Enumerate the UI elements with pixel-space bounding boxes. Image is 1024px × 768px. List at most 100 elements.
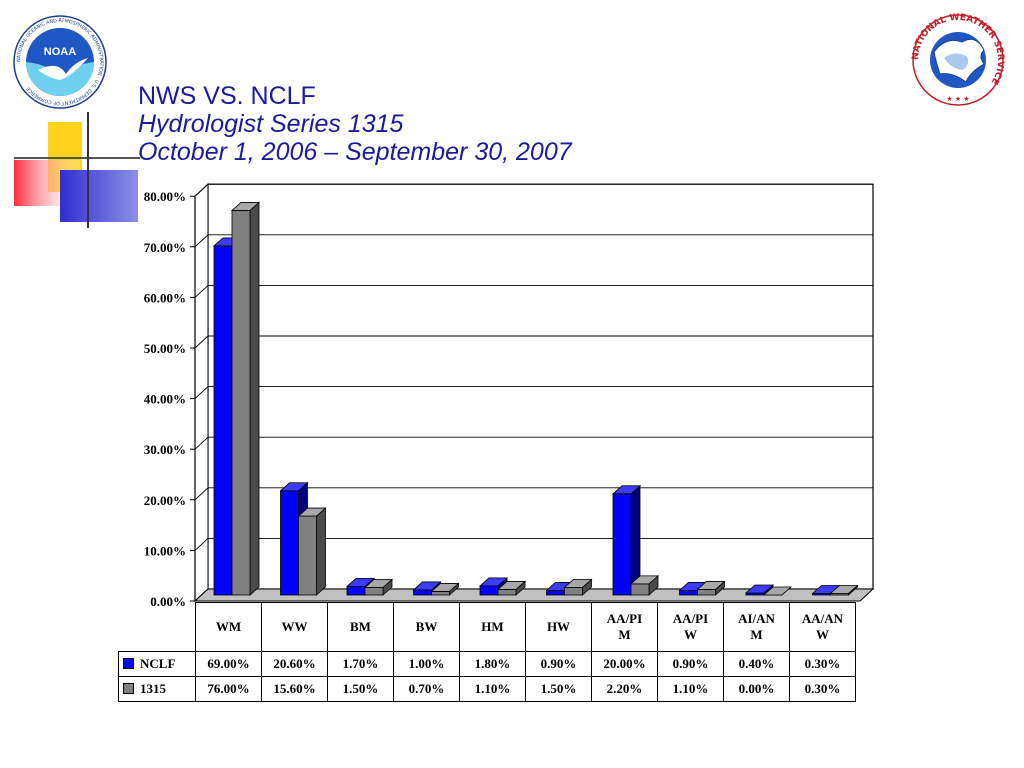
table-value-cell: 1.80%	[459, 651, 526, 677]
table-header-row: WM WW BM BW HM HW AA/PI M AA/PI W AI/AN M AA/AN W	[119, 602, 856, 652]
table-value-cell: 0.70%	[393, 676, 460, 702]
category-label-part: AA/PI	[606, 611, 643, 626]
bar-nclf-bw	[413, 589, 432, 596]
y-tick-label: 40.00%	[144, 392, 186, 407]
category-label-part: BW	[415, 619, 438, 634]
y-tick-label: 30.00%	[144, 442, 186, 457]
y-tick-label: 70.00%	[144, 240, 186, 255]
category-label-part: W	[684, 627, 697, 642]
table-category-header: WW	[261, 602, 328, 652]
table-value-cell: 1.00%	[393, 651, 460, 677]
legend-label-1315: 1315	[140, 681, 166, 696]
y-tick-label: 10.00%	[144, 543, 186, 558]
bar-nclf-ww-top	[279, 482, 309, 492]
bar-1315-hw	[564, 587, 583, 596]
blue-block	[60, 170, 138, 222]
bar-1315-aa-pim-top	[629, 575, 660, 585]
bar-nclf-aa-piw	[679, 590, 698, 596]
y-tick-label: 50.00%	[144, 341, 186, 356]
table-value-cell: 15.60%	[261, 676, 328, 702]
bar-nclf-ai-anm-top	[744, 584, 775, 594]
category-label-part: AI/AN	[738, 611, 775, 626]
category-label-part: M	[618, 627, 631, 642]
category-label-part: WW	[281, 619, 308, 634]
gridline	[194, 487, 873, 501]
bar-1315-ww-top	[297, 507, 327, 517]
table-row-1315: 1315 76.00% 15.60% 1.50% 0.70% 1.10% 1.50% 2.2…	[118, 676, 856, 702]
table-row-nclf: NCLF 69.00% 20.60% 1.70% 1.00% 1.80% 0.90% 20.…	[118, 651, 856, 677]
table-value-cell: 1.50%	[525, 676, 592, 702]
table-value-cell: 1.10%	[459, 676, 526, 702]
table-category-header: HM	[459, 602, 526, 652]
gridline	[194, 284, 873, 298]
category-label-part: WM	[215, 619, 242, 634]
table-value-cell: 76.00%	[195, 676, 262, 702]
table-value-cell: 20.60%	[261, 651, 328, 677]
bar-1315-bm	[364, 587, 384, 596]
slide-title: NWS VS. NCLF Hydrologist Series 1315 Oct…	[138, 82, 572, 166]
y-tick-label: 20.00%	[144, 493, 186, 508]
table-category-header: AI/AN M	[723, 602, 790, 652]
bar-nclf-aa-pim	[612, 493, 632, 596]
table-value-cell: 0.90%	[657, 651, 724, 677]
table-value-cell: 0.40%	[723, 651, 790, 677]
title-line-3: October 1, 2006 – September 30, 2007	[138, 138, 572, 166]
bar-nclf-wm	[213, 245, 233, 596]
legend-nclf: NCLF	[118, 651, 196, 677]
noaa-logo-center: NOAA	[44, 46, 76, 58]
gridline	[194, 335, 873, 349]
bar-nclf-hw	[546, 590, 565, 596]
gridline	[194, 436, 873, 450]
table-value-cell: 0.90%	[525, 651, 592, 677]
table-category-header: AA/PI W	[657, 602, 724, 652]
gridline	[194, 234, 873, 248]
bar-nclf-aa-pim-top	[611, 485, 642, 495]
legend-label-nclf: NCLF	[140, 656, 176, 671]
bar-1315-wm	[231, 210, 251, 596]
table-category-header: AA/PI M	[591, 602, 658, 652]
y-tick-label: 80.00%	[144, 189, 186, 204]
category-label-part: M	[750, 627, 763, 642]
bar-nclf-ww	[280, 490, 299, 596]
bar-1315-aa-piw-top	[696, 581, 726, 590]
nws-logo-stars: ★ ★ ★	[946, 95, 969, 103]
bar-nclf-bm	[346, 585, 366, 596]
category-label-part: HW	[546, 619, 571, 634]
bar-nclf-hm	[479, 585, 499, 596]
bar-nclf-bw-top	[412, 581, 442, 591]
gridline	[194, 537, 873, 551]
bar-1315-hm-top	[496, 581, 527, 590]
table-category-header: WM	[195, 602, 262, 652]
category-label-part: BM	[350, 619, 371, 634]
gridline	[194, 183, 873, 197]
bar-nclf-hm-top	[478, 577, 509, 587]
noaa-logo: NOAA NATIONAL OCEANIC AND ATMOSPHERIC AD…	[13, 15, 107, 109]
bar-1315-ww	[298, 515, 317, 596]
bar-1315-hm	[497, 589, 517, 596]
table-value-cell: 0.00%	[723, 676, 790, 702]
y-tick-label: 0.00%	[150, 594, 186, 609]
title-line-1: NWS VS. NCLF	[138, 82, 316, 110]
bar-1315-aa-pim	[630, 583, 650, 596]
category-label-part: AA/PI	[672, 611, 709, 626]
chart-data-table: WM WW BM BW HM HW AA/PI M AA/PI W AI/AN M AA/AN W NCL…	[118, 602, 856, 702]
table-value-cell: 20.00%	[591, 651, 658, 677]
category-label-part: AA/AN	[801, 611, 844, 626]
bar-1315-hw-top	[563, 579, 593, 588]
bar-nclf-bm-top	[345, 577, 376, 587]
bar-1315-ai-anm-top	[762, 586, 793, 596]
bar-1315-aa-anw-top	[829, 585, 859, 594]
legend-1315: 1315	[118, 676, 196, 702]
bar-1315-bm-top	[363, 579, 394, 588]
table-category-header: BM	[327, 602, 394, 652]
table-value-cell: 0.30%	[789, 676, 856, 702]
table-category-header: HW	[525, 602, 592, 652]
table-category-header: AA/AN W	[789, 602, 856, 652]
table-value-cell: 2.20%	[591, 676, 658, 702]
bar-1315-bw-top	[430, 583, 460, 592]
bar-1315-aa-piw	[697, 589, 716, 596]
table-value-cell: 1.50%	[327, 676, 394, 702]
bar-1315-wm-side	[249, 201, 260, 596]
bar-1315-wm-top	[230, 202, 261, 211]
